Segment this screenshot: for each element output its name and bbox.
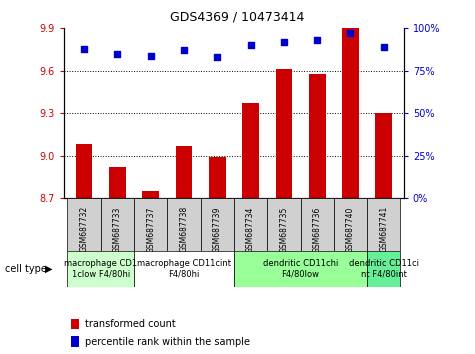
Bar xyxy=(367,198,400,251)
Bar xyxy=(67,251,134,287)
Bar xyxy=(142,191,159,198)
Point xyxy=(314,38,321,43)
Text: macrophage CD11cint
F4/80hi: macrophage CD11cint F4/80hi xyxy=(137,259,231,279)
Bar xyxy=(242,103,259,198)
Text: macrophage CD1
1clow F4/80hi: macrophage CD1 1clow F4/80hi xyxy=(64,259,137,279)
Text: GSM687738: GSM687738 xyxy=(180,206,189,252)
Bar xyxy=(200,198,234,251)
Text: ▶: ▶ xyxy=(45,264,53,274)
Bar xyxy=(109,167,126,198)
Bar xyxy=(276,69,292,198)
Bar xyxy=(342,24,359,198)
Text: GSM687733: GSM687733 xyxy=(113,206,122,253)
Bar xyxy=(234,198,267,251)
Bar xyxy=(234,251,367,287)
Point xyxy=(80,46,88,52)
Bar xyxy=(101,198,134,251)
Point xyxy=(147,53,154,58)
Text: GSM687740: GSM687740 xyxy=(346,206,355,253)
Bar xyxy=(209,157,226,198)
Text: GSM687736: GSM687736 xyxy=(313,206,322,253)
Bar xyxy=(301,198,334,251)
Bar xyxy=(71,336,79,347)
Point xyxy=(114,51,121,57)
Bar xyxy=(71,319,79,329)
Text: GSM687735: GSM687735 xyxy=(279,206,288,253)
Bar xyxy=(134,251,234,287)
Text: transformed count: transformed count xyxy=(85,319,175,329)
Bar xyxy=(76,144,93,198)
Bar xyxy=(334,198,367,251)
Point xyxy=(180,47,188,53)
Bar xyxy=(67,198,101,251)
Bar xyxy=(375,113,392,198)
Point xyxy=(280,39,288,45)
Point xyxy=(347,30,354,36)
Text: GSM687739: GSM687739 xyxy=(213,206,222,253)
Bar xyxy=(134,198,167,251)
Bar xyxy=(267,198,301,251)
Text: dendritic CD11chi
F4/80low: dendritic CD11chi F4/80low xyxy=(263,259,338,279)
Text: dendritic CD11ci
nt F4/80int: dendritic CD11ci nt F4/80int xyxy=(349,259,419,279)
Bar xyxy=(167,198,200,251)
Point xyxy=(213,55,221,60)
Text: GSM687741: GSM687741 xyxy=(379,206,388,252)
Text: GDS4369 / 10473414: GDS4369 / 10473414 xyxy=(171,11,304,24)
Text: GSM687734: GSM687734 xyxy=(246,206,255,253)
Bar xyxy=(176,146,192,198)
Text: cell type: cell type xyxy=(5,264,47,274)
Bar xyxy=(309,74,325,198)
Text: GSM687737: GSM687737 xyxy=(146,206,155,253)
Text: percentile rank within the sample: percentile rank within the sample xyxy=(85,337,249,347)
Text: GSM687732: GSM687732 xyxy=(80,206,89,252)
Point xyxy=(380,44,388,50)
Bar xyxy=(367,251,400,287)
Point xyxy=(247,42,255,48)
